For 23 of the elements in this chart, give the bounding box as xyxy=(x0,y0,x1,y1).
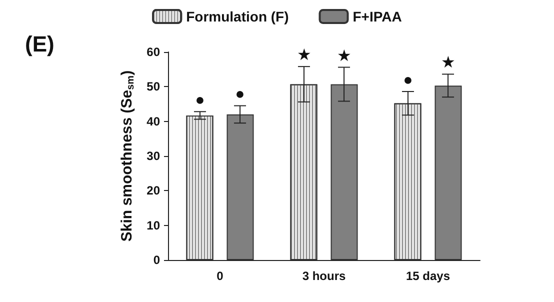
y-tick-label: 60 xyxy=(146,45,160,59)
data-label: ★ xyxy=(337,48,352,65)
y-tick-label: 50 xyxy=(146,80,160,94)
x-tick-label: 0 xyxy=(216,269,224,283)
data-label: ● xyxy=(195,92,205,110)
data-label: ● xyxy=(235,86,245,104)
data-label: ★ xyxy=(441,54,456,72)
x-tick-label: 15 days xyxy=(406,269,450,283)
data-label: ● xyxy=(403,72,413,90)
x-tick-label: 3 hours xyxy=(302,269,346,283)
bar xyxy=(226,114,254,260)
y-tick-label: 10 xyxy=(146,218,160,232)
y-axis-title: Skin smoothness (Sesm) xyxy=(118,70,136,242)
y-tick-label: 0 xyxy=(153,253,160,267)
bar xyxy=(330,84,358,260)
y-tick-label: 30 xyxy=(146,149,160,163)
data-label: ★ xyxy=(296,47,311,64)
chart-title: (E) xyxy=(25,32,54,56)
legend-label: Formulation (F) xyxy=(186,8,289,24)
y-tick-label: 20 xyxy=(146,184,160,198)
bar xyxy=(434,86,462,260)
legend-label: F+IPAA xyxy=(352,8,402,24)
y-tick-label: 40 xyxy=(146,114,160,128)
